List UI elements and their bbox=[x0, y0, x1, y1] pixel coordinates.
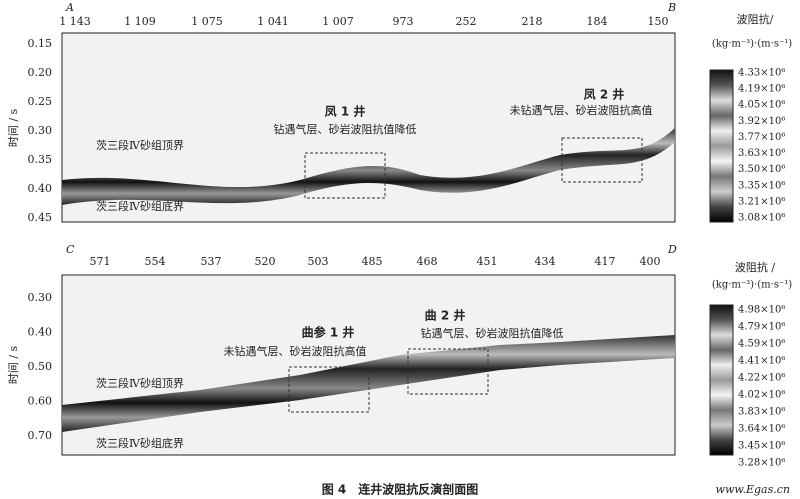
horizon-label: 茨三段Ⅳ砂组顶界 bbox=[96, 376, 184, 390]
trace-label: 973 bbox=[393, 15, 414, 28]
colorbar-tick-label: 3.35×10⁶ bbox=[738, 180, 785, 191]
seismic-band bbox=[62, 128, 675, 205]
time-tick-label: 0.40 bbox=[28, 326, 53, 339]
y-axis-label: 时间 / s bbox=[7, 108, 20, 147]
time-tick-label: 0.35 bbox=[28, 153, 53, 166]
colorbar-tick-label: 4.79×10⁶ bbox=[738, 322, 785, 333]
time-tick-label: 0.15 bbox=[28, 37, 53, 50]
trace-label: 520 bbox=[255, 255, 276, 268]
trace-label: 218 bbox=[522, 15, 543, 28]
corner-label: C bbox=[66, 243, 75, 256]
time-tick-label: 0.70 bbox=[28, 429, 53, 442]
colorbar-tick-label: 4.98×10⁶ bbox=[738, 305, 785, 316]
time-tick-label: 0.30 bbox=[28, 124, 53, 137]
trace-label: 1 075 bbox=[191, 15, 223, 28]
caption: 图 4 连井波阻抗反演剖面图 bbox=[322, 482, 479, 497]
colorbar-tick-label: 3.63×10⁶ bbox=[738, 148, 785, 159]
colorbar-title: 波阻抗/ bbox=[737, 12, 774, 26]
time-tick-label: 0.30 bbox=[28, 291, 53, 304]
colorbar-tick-label: 4.22×10⁶ bbox=[738, 373, 785, 384]
trace-label: 554 bbox=[145, 255, 166, 268]
well-note: 钻遇气层、砂岩波阻抗值降低 bbox=[421, 326, 564, 340]
trace-label: 451 bbox=[477, 255, 498, 268]
corner-label: B bbox=[667, 1, 676, 14]
panel-2 bbox=[61, 274, 734, 456]
trace-label: 1 143 bbox=[59, 15, 91, 28]
well-note: 未钻遇气层、砂岩波阻抗高值 bbox=[224, 344, 367, 358]
time-tick-label: 0.60 bbox=[28, 395, 53, 408]
colorbar-unit: (kg·m⁻³)·(m·s⁻¹) bbox=[712, 280, 792, 291]
trace-label: 252 bbox=[456, 15, 477, 28]
colorbar-tick-label: 3.64×10⁶ bbox=[738, 424, 785, 435]
y-axis-label: 时间 / s bbox=[7, 345, 20, 384]
colorbar-tick-label: 3.50×10⁶ bbox=[738, 164, 785, 175]
well-note: 未钻遇气层、砂岩波阻抗高值 bbox=[510, 103, 653, 117]
colorbar-tick-label: 3.08×10⁶ bbox=[738, 213, 785, 224]
colorbar-title: 波阻抗 / bbox=[735, 260, 775, 274]
colorbar-tick-label: 3.28×10⁶ bbox=[738, 458, 785, 469]
trace-label: 434 bbox=[535, 255, 556, 268]
colorbar-unit: (kg·m⁻³)·(m·s⁻¹) bbox=[712, 39, 792, 50]
well-box bbox=[561, 137, 643, 183]
trace-label: 485 bbox=[362, 255, 383, 268]
well-box bbox=[407, 348, 489, 395]
trace-label: 1 041 bbox=[257, 15, 289, 28]
watermark: www.Egas.cn bbox=[716, 483, 790, 496]
trace-label: 184 bbox=[587, 15, 608, 28]
colorbar-tick-label: 3.92×10⁶ bbox=[738, 116, 785, 127]
time-tick-label: 0.20 bbox=[28, 66, 53, 79]
trace-label: 571 bbox=[90, 255, 111, 268]
colorbar bbox=[709, 69, 734, 223]
trace-label: 400 bbox=[640, 255, 661, 268]
horizon-label: 茨三段Ⅳ砂组底界 bbox=[96, 199, 184, 213]
corner-label: D bbox=[667, 243, 677, 256]
colorbar-tick-label: 4.19×10⁶ bbox=[738, 84, 785, 95]
colorbar-tick-label: 3.77×10⁶ bbox=[738, 132, 785, 143]
trace-label: 1 007 bbox=[322, 15, 354, 28]
trace-label: 503 bbox=[308, 255, 329, 268]
colorbar-tick-label: 4.59×10⁶ bbox=[738, 339, 785, 350]
well-box bbox=[288, 366, 370, 413]
corner-label: A bbox=[65, 1, 74, 14]
well-box bbox=[304, 152, 386, 199]
colorbar-tick-label: 3.83×10⁶ bbox=[738, 407, 785, 418]
trace-label: 468 bbox=[417, 255, 438, 268]
time-tick-label: 0.45 bbox=[28, 211, 53, 224]
panel-1 bbox=[61, 32, 734, 223]
trace-label: 1 109 bbox=[124, 15, 156, 28]
time-tick-label: 0.40 bbox=[28, 182, 53, 195]
well-name: 曲参 1 井 bbox=[302, 325, 355, 340]
colorbar-tick-label: 4.02×10⁶ bbox=[738, 390, 785, 401]
colorbar-tick-label: 4.41×10⁶ bbox=[738, 356, 785, 367]
trace-label: 537 bbox=[201, 255, 222, 268]
colorbar-tick-label: 4.33×10⁶ bbox=[738, 68, 785, 79]
colorbar-tick-label: 3.21×10⁶ bbox=[738, 196, 785, 207]
time-tick-label: 0.25 bbox=[28, 95, 53, 108]
horizon-label: 茨三段Ⅳ砂组顶界 bbox=[96, 138, 184, 152]
well-note: 钻遇气层、砂岩波阻抗值降低 bbox=[274, 122, 417, 136]
well-name: 曲 2 井 bbox=[425, 308, 466, 323]
trace-label: 150 bbox=[648, 15, 669, 28]
well-name: 凤 2 井 bbox=[584, 87, 625, 102]
well-name: 凤 1 井 bbox=[325, 104, 366, 119]
horizon-label: 茨三段Ⅳ砂组底界 bbox=[96, 436, 184, 450]
trace-label: 417 bbox=[595, 255, 616, 268]
colorbar-tick-label: 3.45×10⁶ bbox=[738, 441, 785, 452]
colorbar-tick-label: 4.05×10⁶ bbox=[738, 100, 785, 111]
time-tick-label: 0.50 bbox=[28, 360, 53, 373]
colorbar bbox=[709, 304, 734, 456]
